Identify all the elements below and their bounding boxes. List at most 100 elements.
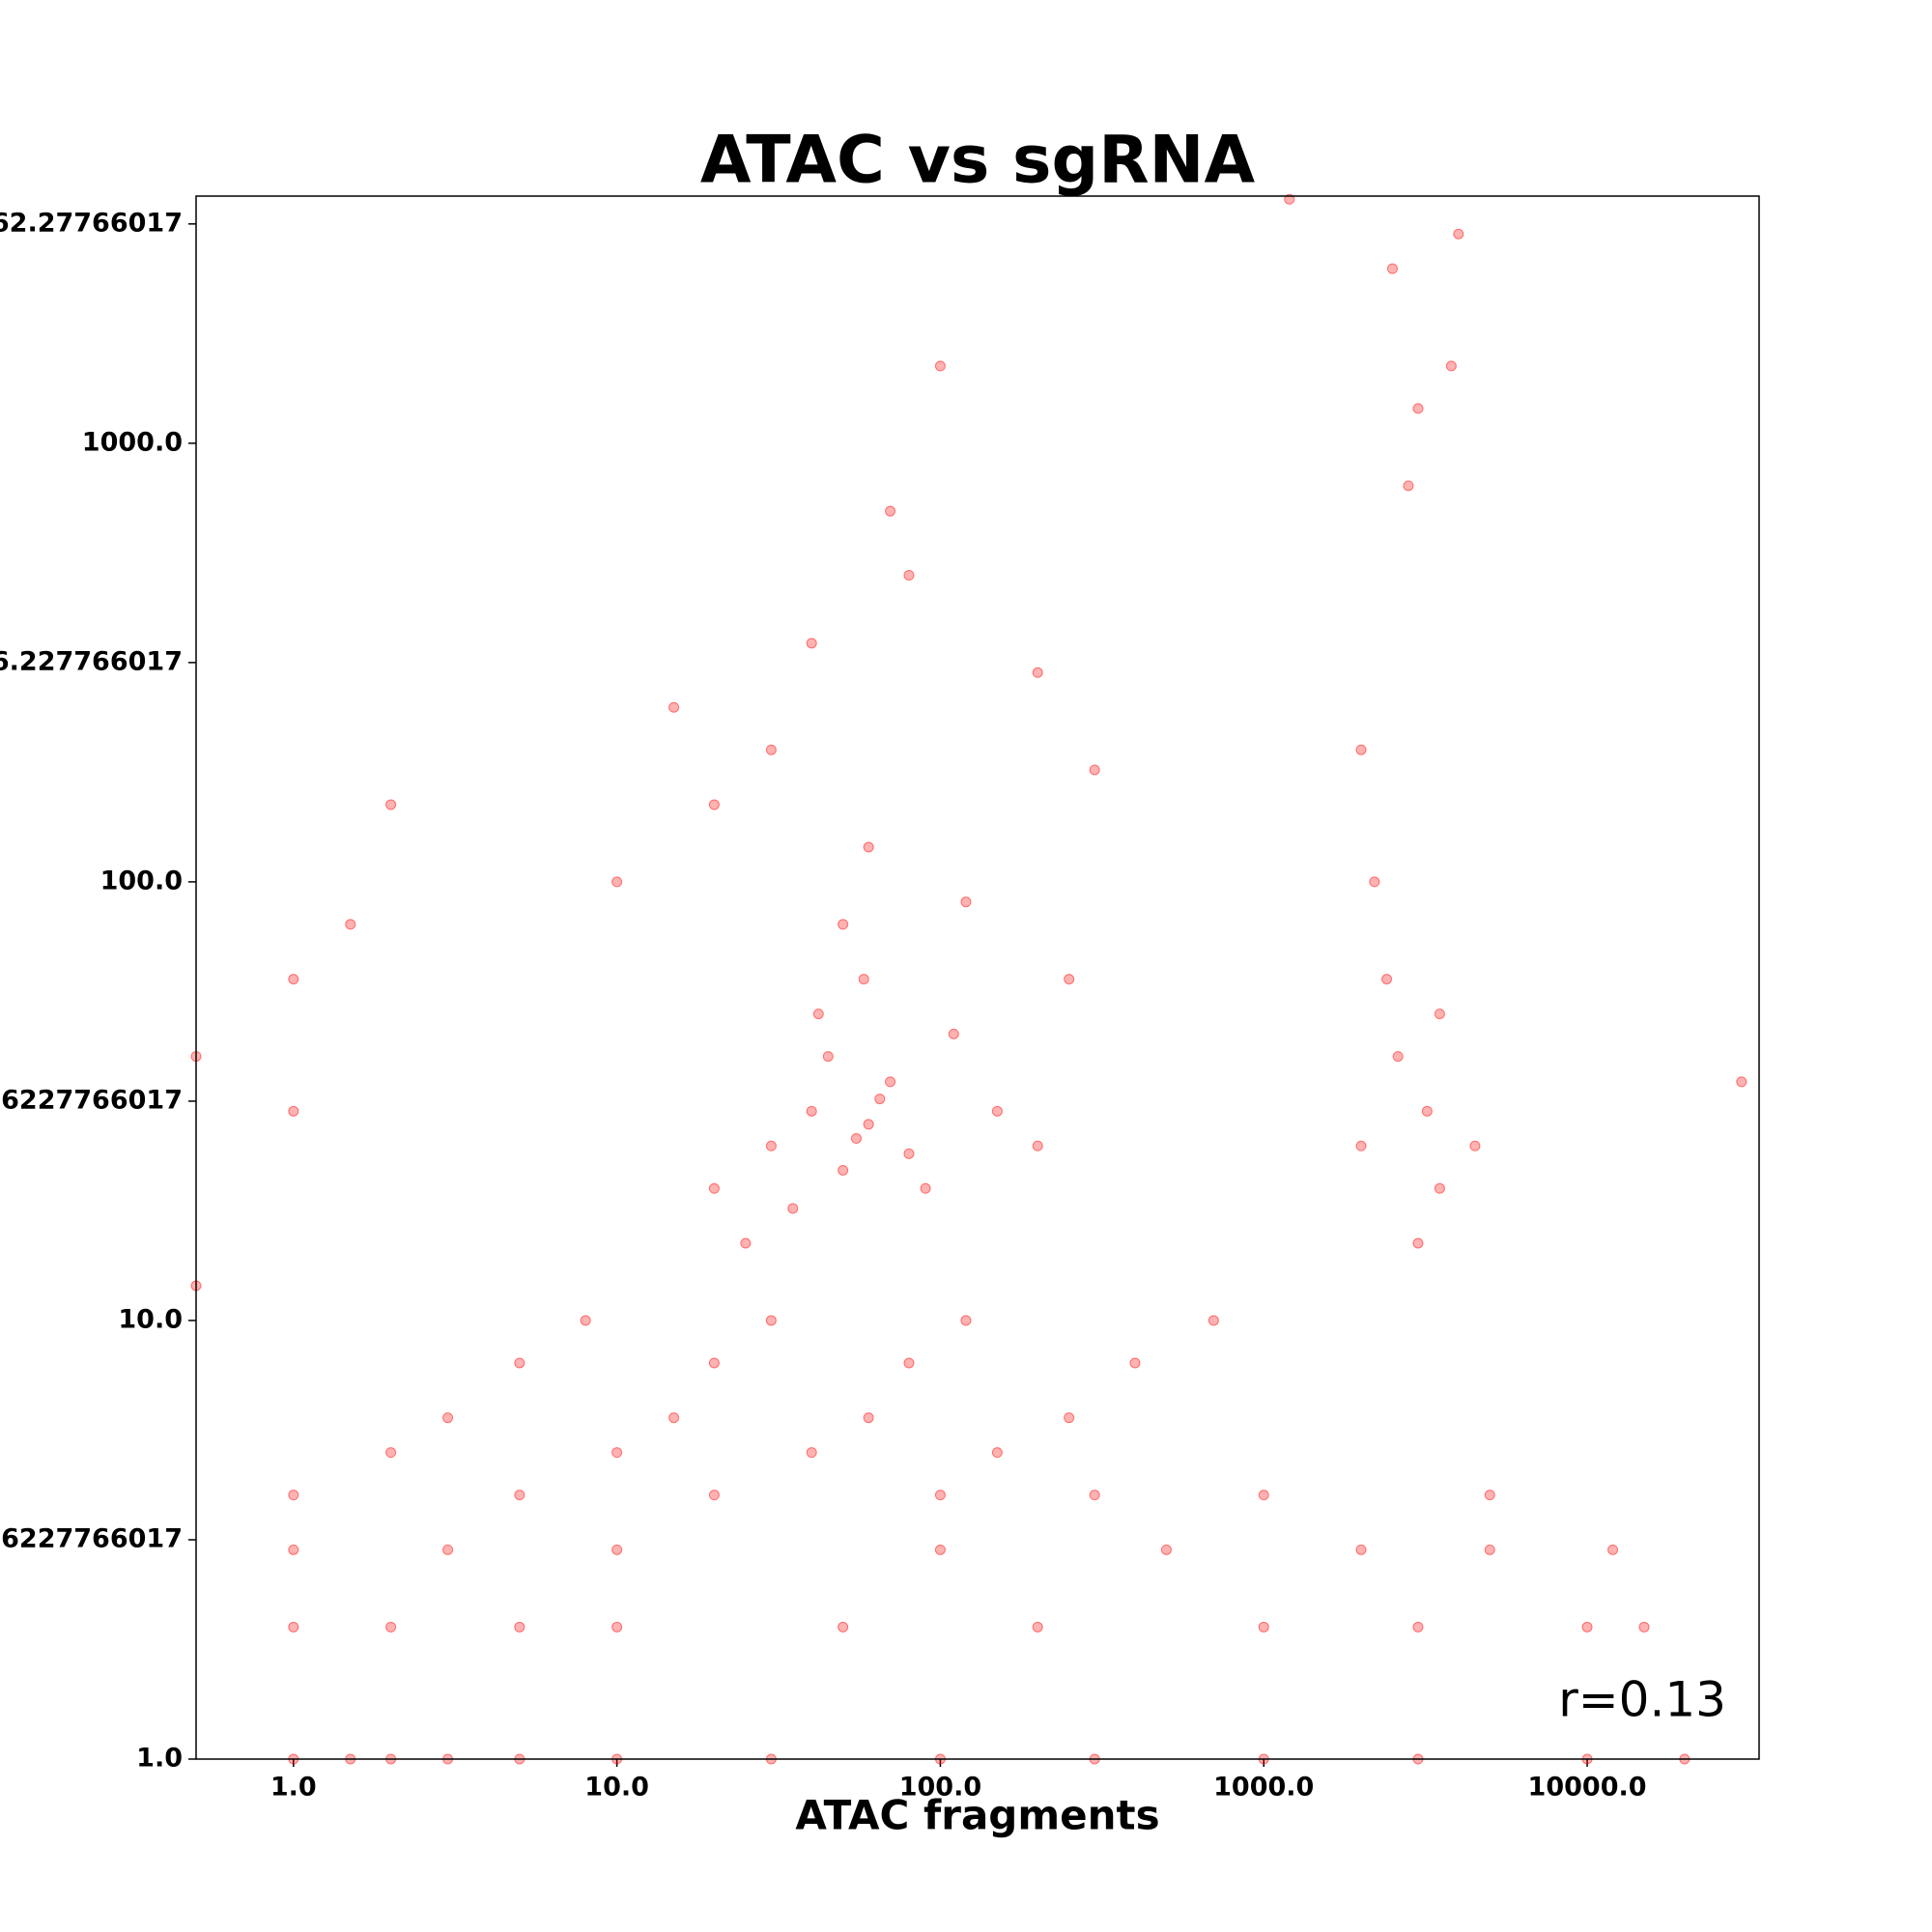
point bbox=[668, 701, 680, 713]
point bbox=[1434, 1182, 1445, 1194]
point bbox=[385, 799, 397, 810]
point bbox=[708, 1357, 720, 1369]
point bbox=[765, 744, 777, 755]
point bbox=[1089, 764, 1100, 776]
x-tick-label: 1000.0 bbox=[1213, 1773, 1314, 1803]
point bbox=[1032, 667, 1043, 678]
point bbox=[806, 1105, 817, 1117]
point bbox=[611, 1621, 623, 1633]
point bbox=[838, 1164, 849, 1176]
point bbox=[765, 1315, 777, 1326]
point bbox=[903, 570, 915, 582]
point bbox=[1412, 1621, 1424, 1633]
point bbox=[934, 1490, 946, 1501]
point bbox=[1284, 193, 1295, 205]
x-tick-label: 10.0 bbox=[584, 1773, 649, 1803]
point bbox=[288, 974, 299, 985]
point bbox=[442, 1412, 454, 1424]
point bbox=[863, 1119, 874, 1130]
point bbox=[1638, 1621, 1650, 1633]
point bbox=[885, 1076, 896, 1088]
point bbox=[288, 1621, 299, 1633]
point bbox=[1412, 403, 1424, 414]
point bbox=[1445, 360, 1457, 372]
annotation: r=0.13 bbox=[1558, 1672, 1726, 1728]
point bbox=[1484, 1544, 1495, 1555]
point bbox=[1089, 1490, 1100, 1501]
point bbox=[934, 360, 946, 372]
point bbox=[514, 1621, 526, 1633]
point bbox=[1581, 1621, 1593, 1633]
point bbox=[1484, 1490, 1495, 1501]
point bbox=[611, 1447, 623, 1459]
point bbox=[1607, 1544, 1619, 1555]
y-tick-label: 31.6227766017 bbox=[0, 1085, 183, 1115]
point bbox=[858, 974, 869, 985]
point bbox=[1129, 1357, 1141, 1369]
y-tick-label: 3162.27766017 bbox=[0, 208, 183, 238]
point bbox=[1434, 1009, 1445, 1020]
point bbox=[874, 1094, 886, 1105]
point bbox=[1421, 1105, 1433, 1117]
point bbox=[806, 1447, 817, 1459]
point bbox=[1355, 744, 1367, 755]
point bbox=[948, 1028, 959, 1039]
point bbox=[1064, 974, 1075, 985]
point bbox=[920, 1182, 931, 1194]
point bbox=[991, 1105, 1003, 1117]
x-axis-label: ATAC fragments bbox=[795, 1792, 1159, 1839]
point bbox=[960, 1315, 972, 1326]
point bbox=[580, 1315, 591, 1326]
point bbox=[850, 1133, 862, 1145]
point bbox=[787, 1203, 799, 1214]
plot-frame bbox=[195, 195, 1760, 1760]
point bbox=[991, 1447, 1003, 1459]
point bbox=[806, 638, 817, 649]
point bbox=[288, 1105, 299, 1117]
point bbox=[1355, 1544, 1367, 1555]
y-tick-label: 316.227766017 bbox=[0, 646, 183, 676]
point bbox=[611, 1544, 623, 1555]
point bbox=[611, 876, 623, 888]
point bbox=[288, 1490, 299, 1501]
point bbox=[863, 841, 874, 853]
x-tick-label: 100.0 bbox=[899, 1773, 981, 1803]
point bbox=[1736, 1076, 1747, 1088]
point bbox=[903, 1148, 915, 1159]
x-tick-label: 1.0 bbox=[270, 1773, 317, 1803]
point bbox=[1160, 1544, 1172, 1555]
point bbox=[903, 1357, 915, 1369]
point bbox=[822, 1051, 834, 1063]
point bbox=[885, 505, 896, 517]
point bbox=[345, 919, 356, 930]
point bbox=[1064, 1412, 1075, 1424]
point bbox=[1032, 1140, 1043, 1151]
point bbox=[1381, 974, 1393, 985]
point bbox=[812, 1009, 824, 1020]
point bbox=[1258, 1621, 1269, 1633]
point bbox=[1208, 1315, 1219, 1326]
point bbox=[960, 896, 972, 908]
point bbox=[708, 1490, 720, 1501]
point bbox=[1453, 228, 1464, 240]
point bbox=[514, 1490, 526, 1501]
point bbox=[1403, 480, 1414, 492]
y-tick-label: 3.16227766017 bbox=[0, 1523, 183, 1553]
point bbox=[288, 1544, 299, 1555]
y-tick-label: 1.0 bbox=[136, 1744, 183, 1774]
point bbox=[765, 1140, 777, 1151]
point bbox=[838, 919, 849, 930]
point bbox=[708, 799, 720, 810]
point bbox=[1032, 1621, 1043, 1633]
y-tick-label: 1000.0 bbox=[82, 427, 183, 457]
point bbox=[385, 1447, 397, 1459]
point bbox=[442, 1544, 454, 1555]
point bbox=[1412, 1237, 1424, 1249]
point bbox=[668, 1412, 680, 1424]
point bbox=[385, 1621, 397, 1633]
point bbox=[1355, 1140, 1367, 1151]
point bbox=[1258, 1490, 1269, 1501]
point bbox=[1469, 1140, 1481, 1151]
